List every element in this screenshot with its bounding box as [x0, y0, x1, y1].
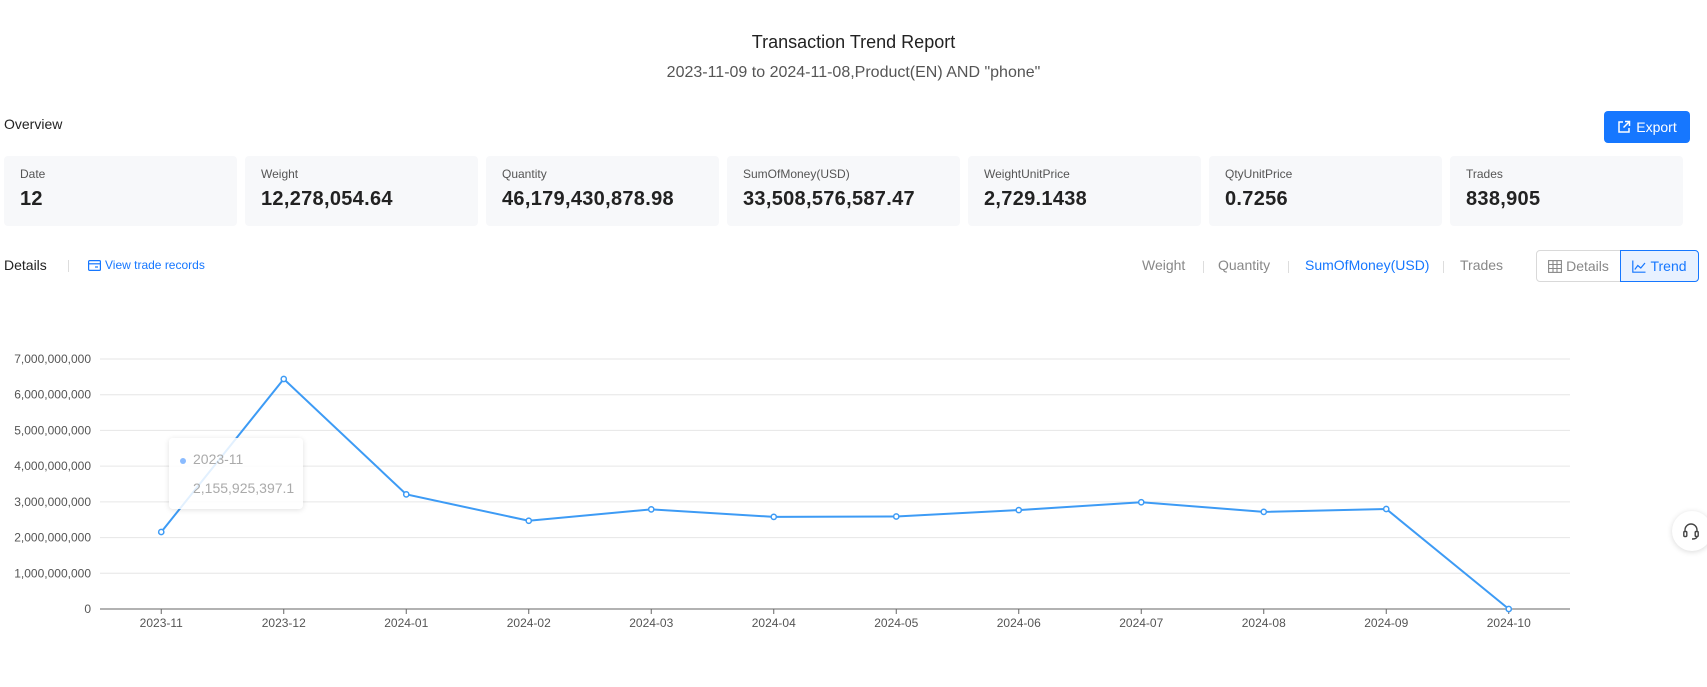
tab-trades[interactable]: Trades	[1460, 257, 1504, 273]
card-sum-of-money: SumOfMoney(USD) 33,508,576,587.47	[727, 156, 960, 226]
data-point	[402, 491, 410, 498]
card-quantity: Quantity 46,179,430,878.98	[486, 156, 719, 226]
export-label: Export	[1636, 119, 1677, 135]
divider	[1203, 261, 1204, 273]
card-weight-unit-price: WeightUnitPrice 2,729.1438	[968, 156, 1201, 226]
card-value: 12	[20, 188, 43, 210]
y-tick-label: 0	[84, 602, 91, 616]
card-label: WeightUnitPrice	[984, 167, 1070, 181]
card-value: 0.7256	[1225, 188, 1288, 210]
y-tick-label: 5,000,000,000	[14, 423, 91, 437]
headset-icon	[1683, 523, 1699, 540]
details-view-button[interactable]: Details	[1536, 250, 1621, 282]
details-view-label: Details	[1566, 258, 1609, 274]
data-point	[525, 517, 533, 525]
card-label: Weight	[261, 167, 299, 181]
data-point	[1382, 505, 1390, 513]
y-tick-label: 4,000,000,000	[14, 459, 91, 473]
trend-view-button[interactable]: Trend	[1620, 250, 1699, 282]
y-tick-label: 1,000,000,000	[14, 566, 91, 580]
x-tick-label: 2024-04	[752, 616, 796, 630]
data-point	[1137, 498, 1145, 506]
data-point	[280, 375, 288, 383]
x-tick-label: 2023-12	[262, 616, 306, 630]
divider	[1443, 261, 1444, 273]
x-tick-label: 2024-05	[874, 616, 918, 630]
x-tick-label: 2024-06	[997, 616, 1041, 630]
card-value: 12,278,054.64	[261, 188, 393, 210]
data-point	[1260, 508, 1268, 516]
x-tick-label: 2024-01	[384, 616, 428, 630]
line-chart-icon	[1632, 260, 1646, 273]
y-tick-label: 7,000,000,000	[14, 352, 91, 366]
export-button[interactable]: Export	[1604, 111, 1690, 143]
external-link-icon	[1618, 120, 1631, 133]
card-qty-unit-price: QtyUnitPrice 0.7256	[1209, 156, 1442, 226]
card-trades: Trades 838,905	[1450, 156, 1683, 226]
card-label: Quantity	[502, 167, 547, 181]
divider	[68, 260, 69, 272]
data-point	[647, 506, 655, 513]
card-value: 46,179,430,878.98	[502, 188, 674, 210]
trend-view-label: Trend	[1650, 258, 1687, 274]
report-title: Transaction Trend Report	[751, 32, 956, 52]
report-subtitle: 2023-11-09 to 2024-11-08,Product(EN) AND…	[666, 64, 1041, 81]
x-tick-label: 2024-02	[507, 616, 551, 630]
card-date: Date 12	[4, 156, 237, 226]
tab-sum-of-money[interactable]: SumOfMoney(USD)	[1305, 257, 1430, 273]
card-label: Trades	[1466, 167, 1503, 181]
divider	[1288, 261, 1289, 273]
x-tick-label: 2024-07	[1119, 616, 1163, 630]
card-value: 838,905	[1466, 188, 1541, 210]
card-label: SumOfMoney(USD)	[743, 167, 850, 181]
card-label: Date	[20, 167, 46, 181]
x-tick-label: 2024-10	[1487, 616, 1531, 630]
overview-label: Overview	[4, 116, 63, 132]
data-point	[1505, 605, 1513, 613]
table-icon	[1548, 259, 1563, 273]
data-point	[892, 513, 900, 520]
tooltip-x: 2023-11	[193, 451, 244, 467]
card-value: 33,508,576,587.47	[743, 188, 915, 210]
y-tick-label: 6,000,000,000	[14, 388, 91, 402]
x-tick-label: 2023-11	[140, 616, 183, 630]
customer-service-button[interactable]	[1672, 511, 1707, 551]
view-records-label: View trade records	[105, 258, 205, 272]
data-point	[1015, 506, 1023, 514]
tab-weight[interactable]: Weight	[1142, 257, 1186, 273]
y-tick-label: 3,000,000,000	[14, 495, 91, 509]
chart-tooltip: 2023-11 2,155,925,397.1	[169, 438, 303, 509]
records-icon	[88, 259, 101, 271]
tab-quantity[interactable]: Quantity	[1218, 257, 1271, 273]
tooltip-y: 2,155,925,397.1	[193, 480, 295, 496]
data-point	[157, 528, 165, 536]
data-point	[770, 513, 778, 521]
tooltip-series-dot	[180, 458, 186, 464]
y-tick-label: 2,000,000,000	[14, 531, 91, 545]
series-line	[160, 377, 1510, 610]
view-trade-records-link[interactable]: View trade records	[88, 258, 205, 272]
details-label: Details	[4, 257, 47, 273]
trend-chart: 0 1,000,000,000 2,000,000,000 3,000,000,000…	[14, 352, 1570, 630]
card-weight: Weight 12,278,054.64	[245, 156, 478, 226]
x-tick-label: 2024-09	[1364, 616, 1408, 630]
card-value: 2,729.1438	[984, 188, 1088, 210]
x-tick-label: 2024-08	[1242, 616, 1286, 630]
card-label: QtyUnitPrice	[1225, 167, 1293, 181]
x-tick-label: 2024-03	[629, 616, 673, 630]
